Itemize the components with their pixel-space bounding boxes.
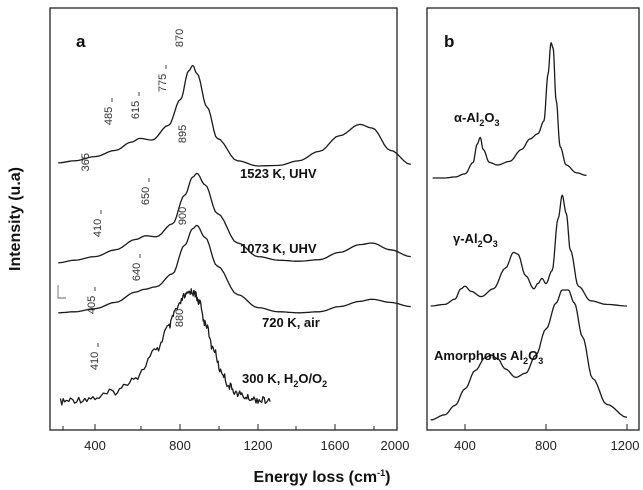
y-axis-title: Intensity (u.a) (7, 167, 24, 271)
label-1523K: 1523 K, UHV (240, 166, 317, 181)
label-300K: 300 K, H2O/O2 (242, 371, 327, 389)
peak-640: 640 (131, 263, 143, 281)
label-alpha-al2o3: α-Al2O3 (454, 110, 499, 128)
peak-485: 485 (103, 107, 115, 125)
panel-b-curve-1 (430, 194, 628, 307)
peak-405: 405 (86, 296, 98, 314)
label-720K: 720 K, air (262, 315, 320, 330)
panel-b-curve-2 (430, 289, 628, 421)
tick-a-1600: 1600 (321, 438, 350, 453)
tick-a-800: 800 (169, 438, 191, 453)
panel-a-curve-3 (59, 288, 271, 406)
panel-a-curve-2 (58, 224, 411, 314)
tick-a-1200: 1200 (244, 438, 273, 453)
corner-mark (57, 285, 66, 299)
panel-b-curve-0 (432, 42, 587, 179)
peak-870: 870 (174, 29, 186, 47)
panel-a-x-ticks (62, 424, 375, 430)
peak-365: 365 (80, 153, 92, 171)
x-axis-title: Energy loss (cm-1) (254, 468, 391, 486)
panel-b-frame (426, 7, 640, 431)
peak-labels: 365 485 615 775 870 410 650 895 405 640 … (80, 29, 189, 370)
panel-a-label: a (76, 32, 86, 51)
panel-a-curve-1 (58, 172, 411, 264)
tick-a-2000: 2000 (381, 438, 410, 453)
peak-900: 900 (177, 207, 189, 225)
peak-880: 880 (174, 309, 186, 327)
label-gamma-al2o3: γ-Al2O3 (453, 231, 498, 249)
tick-b-800: 800 (535, 438, 557, 453)
peak-650: 650 (140, 187, 152, 205)
label-1073K: 1073 K, UHV (240, 241, 317, 256)
panel-a-curve-0 (58, 64, 411, 167)
peak-615: 615 (130, 101, 142, 119)
tick-b-400: 400 (454, 438, 476, 453)
peak-895: 895 (177, 125, 189, 143)
panel-a-curves (58, 64, 411, 406)
label-amorphous-al2o3: Amorphous Al2O3 (434, 348, 543, 366)
panel-a-frame (49, 7, 398, 431)
tick-a-400: 400 (84, 438, 106, 453)
tick-b-1200: 1200 (611, 438, 640, 453)
peak-410a: 410 (92, 219, 104, 237)
panel-b-curves (430, 42, 628, 421)
peak-markers (94, 65, 167, 347)
panel-b-label: b (444, 32, 454, 51)
peak-410b: 410 (89, 352, 101, 370)
panel-b-x-ticks (464, 424, 628, 430)
peak-775: 775 (157, 74, 169, 92)
